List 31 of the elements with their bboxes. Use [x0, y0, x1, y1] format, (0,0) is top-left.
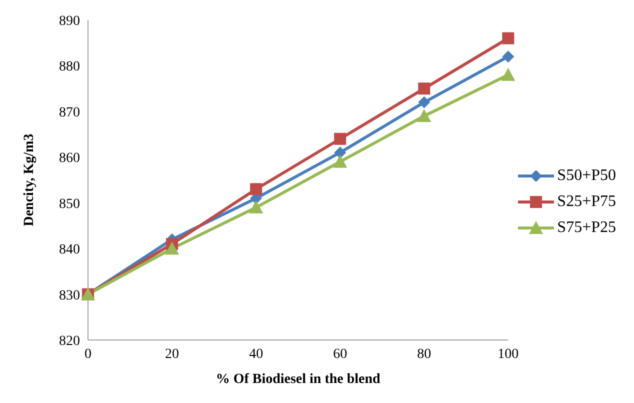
point: [334, 132, 346, 145]
point: [333, 154, 348, 168]
point: [502, 32, 514, 44]
point: [418, 82, 430, 95]
point: [334, 146, 346, 159]
legend-label: S75+P25: [557, 218, 616, 236]
y-tick-label: 870: [59, 105, 80, 120]
point: [418, 96, 430, 108]
legend-label: S50+P50: [557, 166, 616, 184]
y-tick-label: 840: [59, 242, 80, 258]
y-tick-label: 830: [59, 288, 80, 304]
x-tick-label: 20: [165, 346, 180, 362]
y-axis-title: Dencity, Kg/m3: [22, 134, 37, 226]
point: [250, 183, 262, 196]
y-tick-label: 850: [59, 196, 80, 212]
x-axis-title: % Of Biodiesel in the blend: [216, 372, 381, 387]
y-tick-label: 860: [59, 151, 80, 166]
point: [501, 68, 516, 81]
x-tick-label: 40: [249, 346, 264, 362]
point: [249, 200, 264, 214]
x-tick-label: 0: [84, 346, 92, 362]
point: [417, 109, 432, 122]
point: [165, 242, 180, 255]
y-tick-label: 880: [59, 60, 80, 75]
legend-label: S25+P75: [557, 192, 616, 210]
point: [502, 50, 514, 63]
x-tick-label: 60: [333, 346, 348, 362]
x-tick-label: 80: [417, 346, 432, 362]
x-tick-label: 100: [498, 346, 519, 362]
y-tick-label: 820: [59, 334, 80, 349]
y-tick-label: 890: [59, 14, 80, 29]
